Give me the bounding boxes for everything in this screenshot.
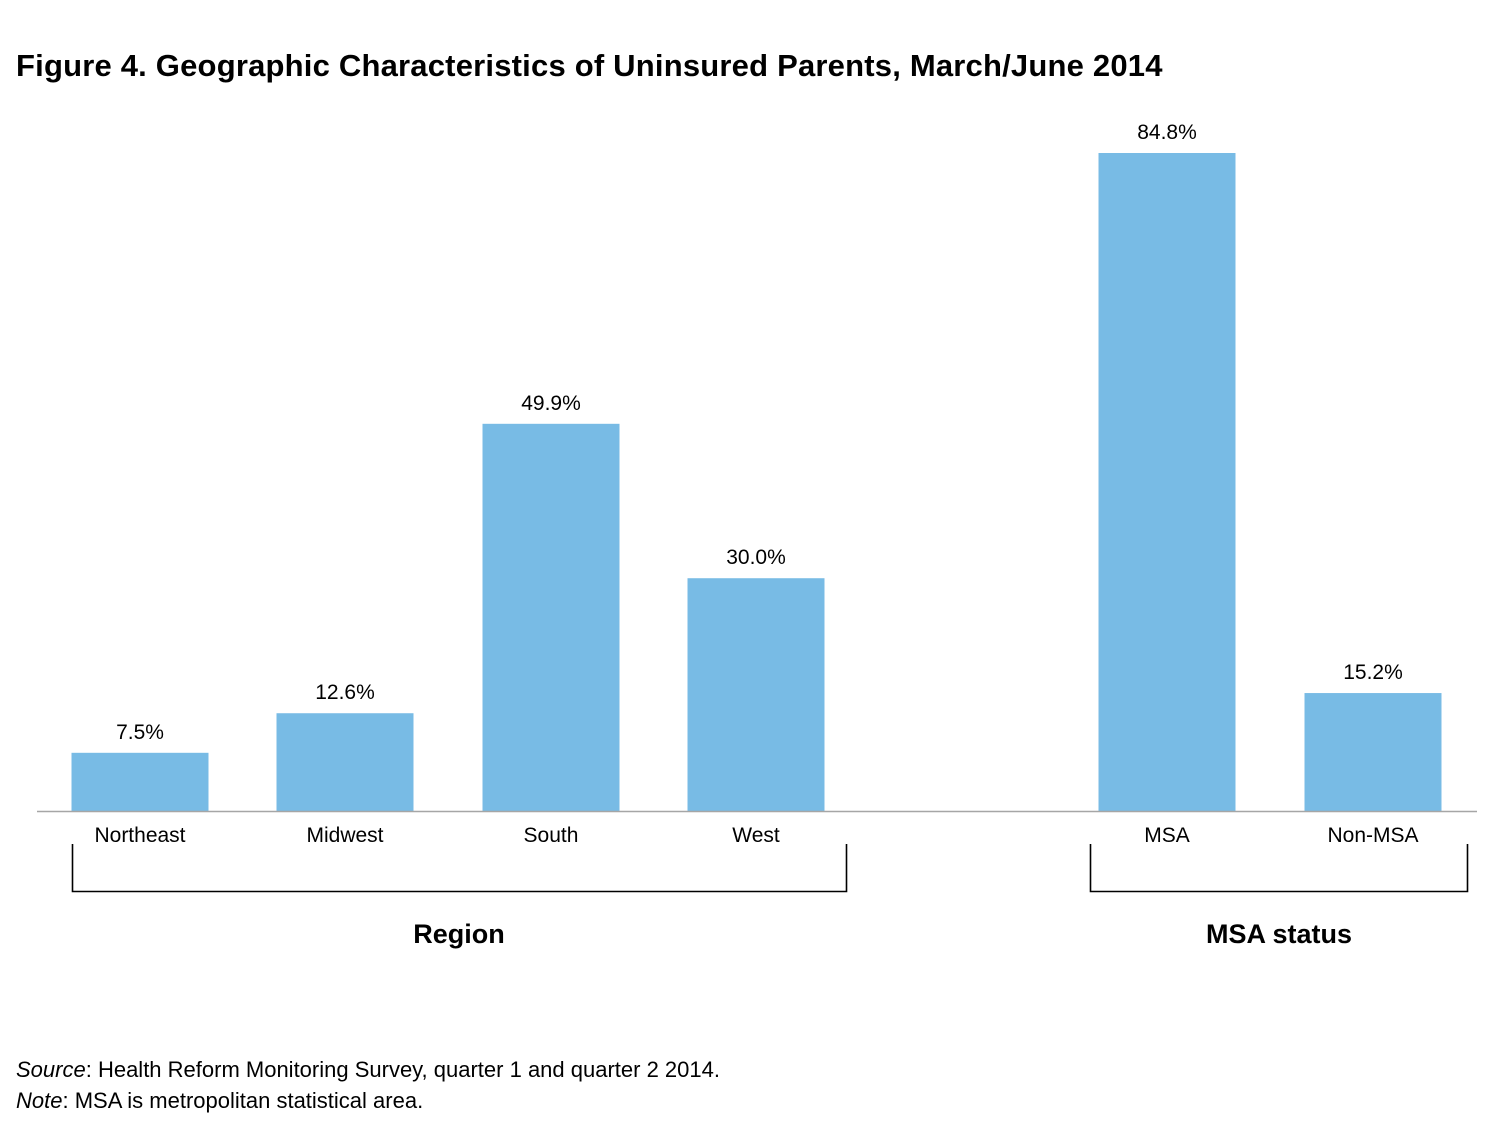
- source-text: : Health Reform Monitoring Survey, quart…: [85, 1057, 720, 1082]
- source-label: Source: [16, 1057, 86, 1082]
- chart-title: Figure 4. Geographic Characteristics of …: [16, 48, 1163, 83]
- value-label-northeast: 7.5%: [116, 721, 164, 744]
- group-bracket-region: [71, 844, 848, 893]
- value-label-non-msa: 15.2%: [1343, 661, 1403, 684]
- bar-south: [482, 423, 620, 811]
- category-label-northeast: Northeast: [94, 824, 185, 847]
- value-label-west: 30.0%: [726, 546, 786, 569]
- note: Note: MSA is metropolitan statistical ar…: [16, 1085, 720, 1116]
- category-label-west: West: [732, 824, 780, 847]
- category-label-non-msa: Non-MSA: [1327, 824, 1418, 847]
- value-label-msa: 84.8%: [1137, 121, 1197, 144]
- footnotes: Source: Health Reform Monitoring Survey,…: [16, 1054, 720, 1116]
- bar-non-msa: [1304, 693, 1442, 811]
- note-label: Note: [16, 1088, 63, 1113]
- bar-msa: [1098, 153, 1236, 811]
- note-text: : MSA is metropolitan statistical area.: [62, 1088, 424, 1113]
- bar-west: [687, 578, 825, 811]
- bar-northeast: [71, 752, 209, 811]
- category-label-midwest: Midwest: [306, 824, 383, 847]
- value-label-midwest: 12.6%: [315, 681, 375, 704]
- group-label-region: Region: [413, 919, 505, 949]
- category-label-msa: MSA: [1144, 824, 1190, 847]
- group-label-msa-status: MSA status: [1206, 919, 1352, 949]
- source-note: Source: Health Reform Monitoring Survey,…: [16, 1054, 720, 1085]
- category-label-south: South: [524, 824, 579, 847]
- value-label-south: 49.9%: [521, 392, 581, 415]
- group-bracket-msa-status: [1089, 844, 1469, 893]
- bar-midwest: [276, 713, 414, 811]
